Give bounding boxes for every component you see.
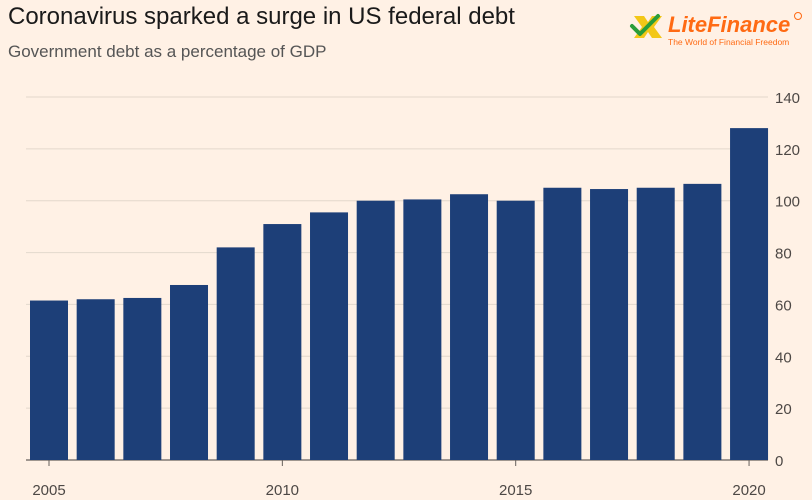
y-tick-label: 80 — [775, 246, 792, 263]
y-tick-label: 0 — [775, 453, 783, 470]
brand-logo: LiteFinance The World of Financial Freed… — [628, 8, 804, 52]
logo-name: LiteFinance — [668, 12, 790, 37]
x-tick-label: 2020 — [732, 482, 765, 499]
y-tick-label: 140 — [775, 90, 800, 107]
y-tick-label: 120 — [775, 142, 800, 159]
bar-2005 — [30, 300, 68, 460]
x-tick-label: 2010 — [266, 482, 299, 499]
x-tick-label: 2015 — [499, 482, 532, 499]
bar-2013 — [403, 199, 442, 461]
chart-title: Coronavirus sparked a surge in US federa… — [8, 3, 515, 30]
logo-mark-icon: LiteFinance The World of Financial Freed… — [630, 12, 802, 47]
bar-2012 — [356, 200, 395, 460]
y-tick-label: 20 — [775, 401, 792, 418]
bar-2014 — [450, 194, 489, 460]
x-tick-label: 2005 — [32, 482, 65, 499]
bar-2018 — [636, 187, 675, 460]
bar-2008 — [170, 284, 209, 460]
x-axis-ticks: 2005 2010 2015 2020 — [32, 460, 766, 499]
y-tick-label: 100 — [775, 194, 800, 211]
bar-2010 — [263, 224, 302, 460]
chart-subtitle: Government debt as a percentage of GDP — [8, 42, 327, 61]
y-axis-ticks: 0 20 40 60 80 100 120 140 — [775, 90, 800, 470]
bar-2009 — [216, 247, 255, 460]
bar-2019 — [683, 183, 722, 460]
bars — [30, 128, 769, 461]
bar-2015 — [496, 200, 535, 460]
logo-tagline: The World of Financial Freedom — [668, 37, 789, 47]
bar-2011 — [310, 212, 349, 460]
y-tick-label: 60 — [775, 297, 792, 314]
bar-2007 — [123, 297, 162, 460]
y-tick-label: 40 — [775, 349, 792, 366]
bar-2017 — [590, 189, 629, 460]
bar-2020 — [730, 128, 769, 460]
bar-2006 — [76, 299, 115, 460]
bar-2016 — [543, 187, 582, 460]
